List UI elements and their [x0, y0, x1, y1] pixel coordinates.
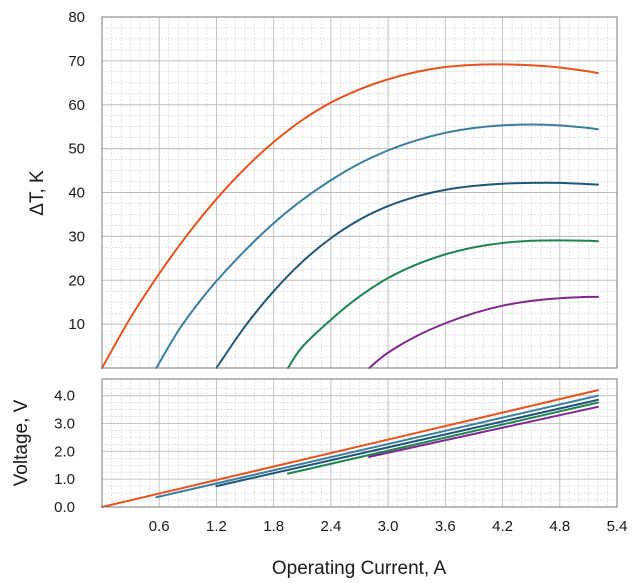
current-x-tick-label: 2.4 — [320, 518, 341, 535]
current-x-tick-label: 4.8 — [549, 518, 570, 535]
voltage-y-tick-label: 0.0 — [54, 499, 75, 516]
voltage-series-4 — [286, 401, 599, 475]
delta-t-y-tick-label: 50 — [68, 141, 85, 158]
current-x-tick-label: 3.0 — [378, 518, 399, 535]
delta-t-series-1 — [101, 63, 599, 369]
delta-t-y-tick-label: 20 — [68, 272, 85, 289]
delta-t-series-3 — [215, 181, 599, 369]
delta-t-plot-frame — [101, 16, 618, 369]
voltage-y-tick-label: 3.0 — [54, 416, 75, 433]
delta-t-series-4 — [286, 239, 599, 369]
voltage-y-tick-label: 1.0 — [54, 471, 75, 488]
current-x-tick-label: 1.8 — [263, 518, 284, 535]
current-x-tick-label: 4.2 — [492, 518, 513, 535]
delta-t-grid — [102, 17, 617, 368]
voltage-y-ticks: 0.0 1.0 2.0 3.0 4.0 — [54, 388, 75, 516]
voltage-series-2 — [155, 394, 599, 499]
current-x-tick-label: 3.6 — [435, 518, 456, 535]
current-x-tick-label: 0.6 — [149, 518, 170, 535]
voltage-axis-title: Voltage, V — [11, 399, 32, 486]
voltage-series-5 — [368, 405, 599, 458]
voltage-series-3 — [215, 398, 599, 488]
delta-t-series-5 — [368, 295, 599, 369]
voltage-panel: 0.0 1.0 2.0 3.0 4.0 0.6 1.2 1.8 2.4 3.0 3.6 4.2 4.8… — [11, 378, 628, 579]
voltage-curves — [101, 389, 599, 508]
current-x-tick-label: 1.2 — [206, 518, 227, 535]
voltage-plot-frame — [101, 378, 618, 508]
delta-t-y-tick-label: 10 — [68, 316, 85, 333]
delta-t-axis-title: ΔT, K — [27, 170, 48, 216]
delta-t-y-tick-label: 30 — [68, 228, 85, 245]
delta-t-y-tick-label: 60 — [68, 97, 85, 114]
delta-t-y-tick-label: 70 — [68, 53, 85, 70]
delta-t-y-tick-label: 40 — [68, 185, 85, 202]
delta-t-y-ticks: 10 20 30 40 50 60 70 80 — [68, 9, 85, 333]
voltage-y-tick-label: 2.0 — [54, 443, 75, 460]
current-axis-title: Operating Current, A — [272, 558, 447, 579]
delta-t-curves — [101, 63, 599, 369]
delta-t-panel: 10 20 30 40 50 60 70 80 ΔT, K — [27, 9, 618, 369]
delta-t-series-2 — [155, 123, 599, 369]
current-x-tick-label: 5.4 — [607, 518, 628, 535]
current-x-ticks: 0.6 1.2 1.8 2.4 3.0 3.6 4.2 4.8 5.4 — [149, 518, 628, 535]
voltage-series-1 — [101, 389, 599, 508]
voltage-y-tick-label: 4.0 — [54, 388, 75, 405]
delta-t-y-tick-label: 80 — [68, 9, 85, 26]
